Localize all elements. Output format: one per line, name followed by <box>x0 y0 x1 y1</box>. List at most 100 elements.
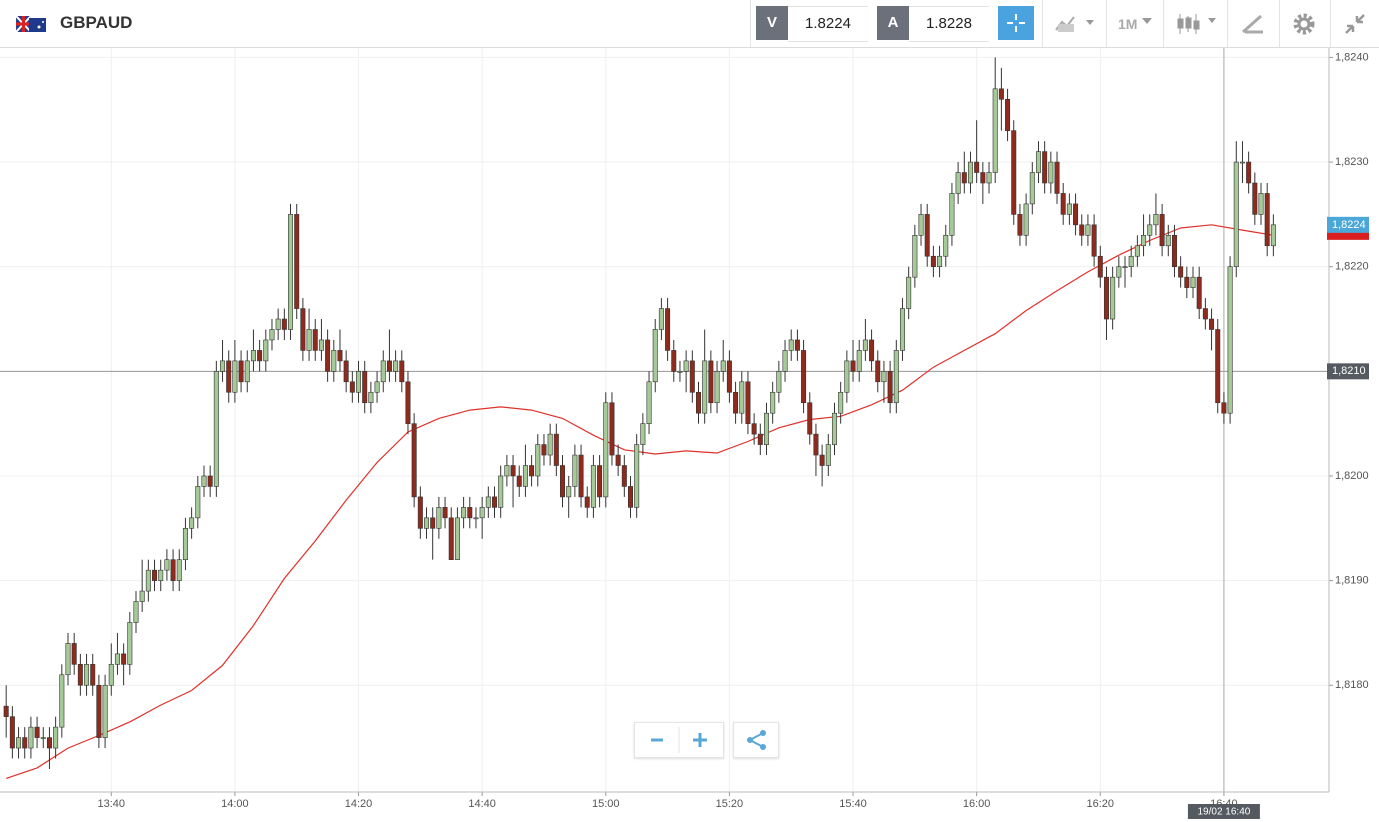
candle-body <box>869 339 875 362</box>
candle-body <box>40 737 46 739</box>
candle-body <box>257 350 263 362</box>
candle-type-button[interactable] <box>1176 12 1220 36</box>
y-tick-label: 1,8190 <box>1335 575 1369 587</box>
candle-body <box>757 433 763 445</box>
candle-body <box>182 528 188 560</box>
candle-body <box>1221 402 1227 414</box>
candle-body <box>1227 266 1233 414</box>
zoom-in[interactable] <box>693 733 707 747</box>
candle-body <box>726 360 732 393</box>
buy-price[interactable]: 1.8228 <box>909 6 989 42</box>
candle-body <box>226 360 232 393</box>
candle-body <box>164 559 170 571</box>
candle-body <box>1103 276 1109 320</box>
candle-body <box>195 486 201 519</box>
candle-body <box>356 371 362 393</box>
candle-body <box>77 664 83 686</box>
candle-body <box>504 465 510 477</box>
candle-body <box>887 371 893 404</box>
candle-body <box>121 653 127 665</box>
candle-body <box>238 360 244 383</box>
collapse-button[interactable] <box>1343 12 1367 36</box>
candle-body <box>176 559 182 581</box>
sell-price[interactable]: 1.8224 <box>788 6 868 42</box>
chart-type-button[interactable] <box>1054 12 1098 34</box>
candle-body <box>967 161 973 184</box>
x-tick-label: 15:20 <box>716 798 744 810</box>
buy-label[interactable]: A <box>877 6 909 40</box>
candle-body <box>96 684 102 738</box>
candle-body <box>980 172 986 184</box>
candle-body <box>1184 276 1190 288</box>
candle-body <box>553 433 559 466</box>
candle-body <box>628 486 634 508</box>
y-tick-label: 1,8240 <box>1335 51 1369 63</box>
candle-body <box>943 235 949 257</box>
candle-body <box>3 705 9 717</box>
x-tick-label: 14:40 <box>468 798 496 810</box>
zoom-controls <box>634 722 724 758</box>
plot-area <box>0 48 1329 792</box>
candle-body <box>1270 224 1276 247</box>
candle-body <box>1023 203 1029 236</box>
candle-body <box>566 486 572 498</box>
share-button[interactable] <box>733 722 779 758</box>
candle-body <box>572 454 578 487</box>
draw-button[interactable] <box>1241 12 1265 36</box>
candle-body <box>1159 214 1165 247</box>
candle-body <box>485 496 491 508</box>
candle-body <box>918 214 924 236</box>
symbol: GBPAUD <box>60 13 133 32</box>
candle-body <box>1048 161 1054 184</box>
candle-body <box>250 350 256 362</box>
candle-body <box>1202 308 1208 320</box>
candle-body <box>862 339 868 351</box>
crosshair-button[interactable] <box>998 6 1034 40</box>
candle-body <box>1110 276 1116 320</box>
candle-body <box>380 360 386 383</box>
candle-body <box>590 465 596 508</box>
crosshair-time-tag <box>1187 804 1260 819</box>
candle-body <box>386 360 392 372</box>
candle-body <box>492 496 498 508</box>
candle-body <box>998 88 1004 100</box>
candle-body <box>53 726 59 749</box>
candle-body <box>838 391 844 414</box>
last-price-label: 1,8224 <box>1332 219 1366 231</box>
candle-body <box>1190 276 1196 288</box>
settings-button[interactable] <box>1292 12 1316 36</box>
candle-body <box>9 716 15 749</box>
candle-body <box>516 475 522 487</box>
candle-body <box>393 360 399 372</box>
crosshair-time-label: 19/02 16:40 <box>1198 807 1251 818</box>
candle-body <box>288 214 294 330</box>
candle-body <box>831 412 837 445</box>
sell-label[interactable]: V <box>756 6 788 40</box>
candle-body <box>337 350 343 362</box>
candle-body <box>424 517 430 529</box>
candle-body <box>782 350 788 372</box>
candle-body <box>374 381 380 393</box>
candle-body <box>881 371 887 383</box>
candle-body <box>844 360 850 393</box>
candle-body <box>220 360 226 372</box>
candle-body <box>745 381 751 424</box>
candle-body <box>158 569 164 581</box>
candle-body <box>961 172 967 184</box>
candle-body <box>1215 329 1221 404</box>
candle-body <box>671 350 677 372</box>
candle-body <box>244 360 250 383</box>
candle-body <box>22 737 28 749</box>
candle-body <box>498 475 504 508</box>
candle-body <box>813 433 819 456</box>
candle-body <box>1171 235 1177 268</box>
candle-body <box>695 391 701 414</box>
candle-body <box>1264 193 1270 247</box>
candle-body <box>937 255 943 268</box>
candle-body <box>1091 224 1097 257</box>
candle-body <box>467 507 473 519</box>
timeframe[interactable]: 1M <box>1118 16 1138 32</box>
candle-body <box>665 308 671 351</box>
crosshair-price-label: 1,8210 <box>1332 365 1366 377</box>
